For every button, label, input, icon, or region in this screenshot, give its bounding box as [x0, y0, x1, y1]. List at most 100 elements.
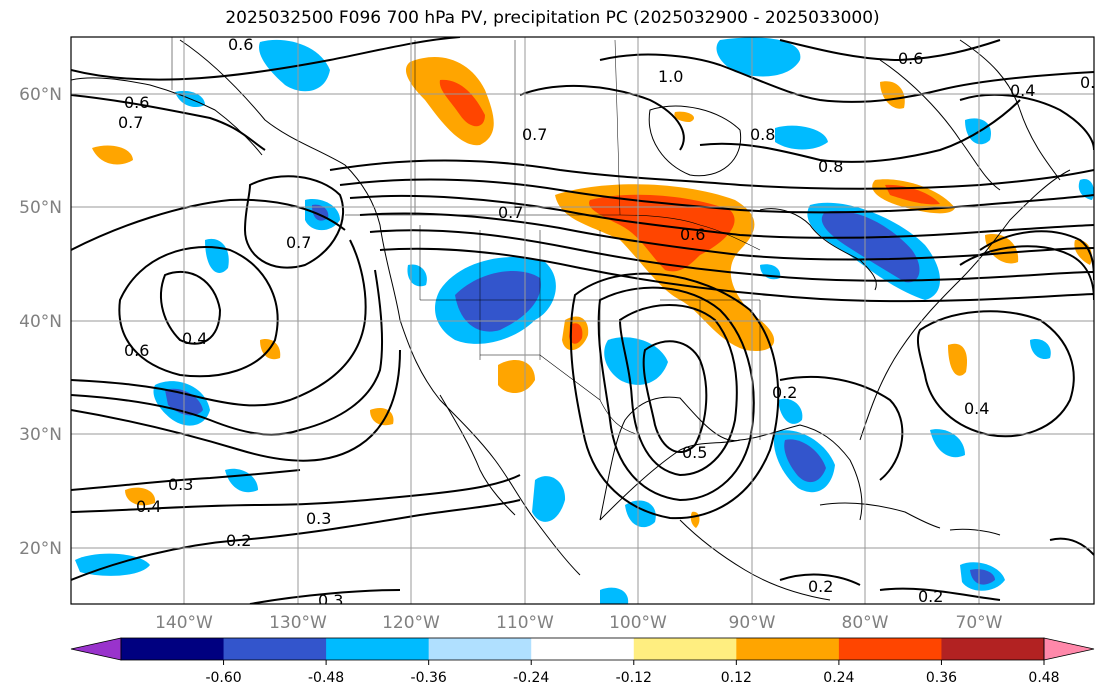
precip-negative-core — [455, 271, 541, 332]
pv-contour-line — [71, 269, 384, 436]
lat-label: 30°N — [19, 425, 62, 445]
colorbar-tick-label: -0.60 — [205, 670, 241, 686]
pv-contour-line — [243, 175, 345, 269]
lon-label: 120°W — [382, 613, 440, 633]
lat-label: 40°N — [19, 312, 62, 332]
pv-contour-line — [71, 198, 346, 251]
contour-label: 0.6 — [680, 225, 705, 244]
lat-label: 50°N — [19, 198, 62, 218]
colorbar-tick-label: -0.12 — [616, 670, 652, 686]
contour-label: 0.3 — [318, 591, 343, 610]
precip-positive-area — [92, 145, 133, 165]
colorbar-tick-label: 0.36 — [926, 670, 957, 686]
lon-label: 100°W — [609, 613, 667, 633]
pv-contour-line — [1049, 537, 1094, 556]
contour-label: 0.7 — [118, 113, 143, 132]
pv-contour-line — [959, 93, 1094, 151]
lon-label: 130°W — [269, 613, 327, 633]
colorbar: -0.60 -0.48 -0.36 -0.24 -0.12 0.12 0.24 0.36 0.4… — [70, 637, 1095, 686]
pv-contours — [71, 37, 1094, 604]
lat-label: 20°N — [19, 539, 62, 559]
pv-contour-line — [599, 53, 1094, 103]
contour-label: 0.4 — [182, 329, 207, 348]
pv-contour-line — [339, 178, 1094, 214]
precip-positive-area — [948, 343, 968, 376]
colorbar-tick-label: -0.48 — [308, 670, 344, 686]
pv-contour-line — [979, 230, 1094, 281]
contour-label: 0.2 — [226, 531, 251, 550]
precip-negative-area — [775, 125, 828, 150]
contour-label: 0.7 — [286, 233, 311, 252]
contour-label: 0.6 — [124, 341, 149, 360]
contour-label: 0.3 — [306, 509, 331, 528]
province-lines — [171, 37, 621, 216]
precip-negative-area — [407, 264, 427, 287]
labrador — [879, 59, 1001, 191]
atlantic-coast — [859, 169, 1071, 441]
contour-label: 0.8 — [750, 125, 775, 144]
colorbar-segment — [531, 638, 635, 660]
pv-contour-line — [71, 37, 461, 81]
contour-label: 0.2 — [772, 383, 797, 402]
hispaniola — [949, 528, 1001, 536]
pv-contour-line — [160, 270, 222, 345]
map-area: 1.0 0.6 0.4 0.6 0.7 0.7 0.8 0.8 0.7 0.6 … — [71, 37, 1094, 610]
colorbar-tick-label: 0.24 — [823, 670, 854, 686]
precip-positive-core — [569, 323, 583, 344]
colorbar-segment — [941, 638, 1045, 660]
pv-contour-line — [618, 304, 738, 477]
precip-negative-area — [930, 429, 965, 458]
contour-label: 0.2 — [918, 587, 943, 606]
gulf-coast-mexico — [599, 396, 741, 521]
lon-label: 80°W — [842, 613, 889, 633]
pv-contour-line — [71, 239, 367, 407]
precip-positive-area — [125, 487, 156, 506]
pv-contour-line — [71, 499, 521, 581]
pv-contour-line — [779, 375, 904, 481]
precip-positive-core — [589, 194, 735, 272]
colorbar-tick-label: -0.24 — [513, 670, 549, 686]
colorbar-tick-label: 0.48 — [1028, 670, 1059, 686]
contour-label: 0.5 — [682, 443, 707, 462]
colorbar-arrow-low — [70, 637, 122, 661]
precip-negative-core — [784, 439, 826, 483]
pv-contour-line — [916, 310, 1075, 438]
pv-contour-line — [879, 587, 1001, 601]
hudson-bay — [648, 105, 742, 177]
gulf-coast — [599, 424, 863, 521]
contour-label: 0.4 — [136, 497, 161, 516]
contour-label: 0.7 — [498, 203, 523, 222]
pv-contour-line — [597, 286, 755, 502]
contour-label: 0.2 — [808, 577, 833, 596]
pv-contour-line — [569, 272, 780, 520]
precip-negative-area — [778, 398, 803, 424]
precip-negative-area — [1030, 339, 1051, 360]
pv-contour-line — [379, 247, 1094, 303]
precip-negative-area — [604, 337, 668, 385]
pv-contour-line — [249, 589, 401, 604]
lon-label: 90°W — [729, 613, 776, 633]
pv-contour-line — [349, 194, 1094, 239]
precip-negative-area — [600, 587, 629, 604]
cuba — [819, 502, 941, 529]
latitude-labels: 60°N 50°N 40°N 30°N 20°N — [19, 85, 62, 559]
pv-contour-line — [369, 229, 1094, 282]
lon-label: 110°W — [496, 613, 554, 633]
colorbar-outline — [120, 637, 1045, 661]
colorbar-segment — [326, 638, 430, 660]
precip-positive-area — [1074, 239, 1092, 265]
precip-positive-area — [674, 111, 695, 122]
contour-label: 0.8 — [818, 157, 843, 176]
contour-label: 0.3 — [168, 475, 193, 494]
contour-label: 0.6 — [898, 49, 923, 68]
precip-negative-area — [532, 476, 566, 522]
contour-label: 0.7 — [522, 125, 547, 144]
pv-contour-line — [959, 245, 1094, 301]
precip-positive-area — [498, 360, 535, 394]
pv-contour-line — [779, 39, 1001, 62]
longitude-labels: 140°W 130°W 120°W 110°W 100°W 90°W 80°W … — [155, 613, 1003, 633]
precip-shading — [75, 37, 1094, 604]
pv-contour-line — [71, 474, 521, 513]
colorbar-segment — [223, 638, 327, 660]
